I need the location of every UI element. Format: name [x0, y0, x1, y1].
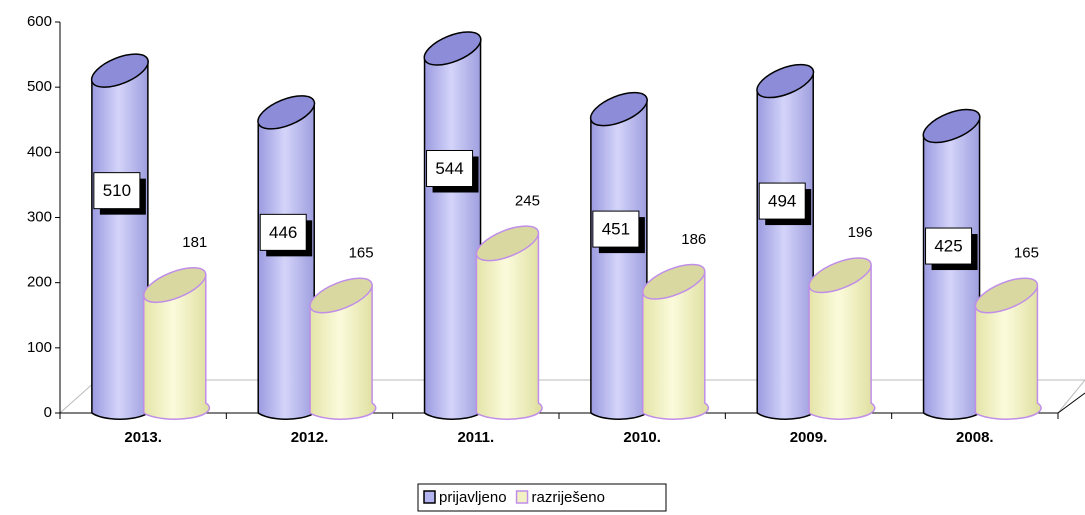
- bar-body: [808, 265, 876, 420]
- bar-top: [642, 263, 706, 300]
- bar: [756, 63, 818, 420]
- x-tick-label: 2009.: [790, 429, 828, 446]
- label-box: [758, 182, 806, 220]
- bar-top: [922, 108, 981, 144]
- y-tick-label: 300: [27, 208, 52, 225]
- bar: [808, 257, 876, 420]
- bar: [475, 225, 543, 420]
- y-tick-label: 500: [27, 78, 52, 95]
- bar-top: [143, 267, 207, 304]
- data-label: 446: [269, 223, 297, 242]
- bar-body: [423, 38, 485, 420]
- bar: [309, 277, 377, 420]
- data-label: 425: [934, 237, 962, 256]
- bar-body: [756, 71, 818, 420]
- data-label: 245: [515, 192, 540, 209]
- bar-body: [257, 102, 319, 420]
- bar-top: [423, 31, 482, 66]
- bar-top: [974, 277, 1039, 314]
- bar-top: [90, 53, 149, 88]
- data-label: 196: [848, 224, 873, 241]
- bar-top: [808, 257, 872, 294]
- x-tick-label: 2013.: [124, 429, 162, 446]
- data-label: 510: [103, 181, 131, 200]
- bar-body: [475, 233, 543, 420]
- floor-edge: [1057, 392, 1085, 414]
- label-box: [592, 210, 640, 248]
- bar-top: [756, 63, 815, 99]
- bar: [974, 277, 1042, 420]
- y-tick-label: 600: [27, 13, 52, 30]
- bar-body: [309, 285, 377, 420]
- data-label: 186: [681, 231, 706, 248]
- bar-top: [257, 95, 316, 130]
- label-box: [93, 172, 141, 210]
- data-label: 544: [435, 159, 463, 178]
- bar-body: [590, 99, 651, 420]
- label-box: [925, 227, 973, 265]
- y-tick-label: 200: [27, 274, 52, 291]
- bar-top: [589, 91, 648, 127]
- bar-body: [91, 60, 152, 420]
- data-label: 165: [1014, 244, 1039, 261]
- legend-label: prijavljeno: [439, 489, 507, 506]
- legend-swatch: [515, 490, 529, 504]
- bar-body: [143, 275, 211, 420]
- data-label: 181: [182, 234, 207, 251]
- bar: [143, 267, 211, 420]
- bar-body: [974, 285, 1042, 420]
- y-tick-label: 0: [44, 404, 52, 421]
- bar: [90, 53, 152, 420]
- label-box: [426, 149, 474, 187]
- x-tick-label: 2010.: [623, 429, 661, 446]
- x-tick-label: 2011.: [457, 429, 494, 446]
- x-tick-label: 2008.: [956, 429, 994, 446]
- legend-label: razriješeno: [532, 489, 605, 506]
- bar-top: [309, 277, 373, 314]
- legend-swatch: [423, 490, 436, 504]
- y-tick-label: 100: [27, 339, 52, 356]
- data-label: 165: [349, 244, 374, 261]
- bar-top: [475, 225, 540, 262]
- bar: [642, 263, 710, 420]
- bar-body: [642, 271, 710, 420]
- data-label: 451: [602, 220, 630, 239]
- data-label: 494: [768, 192, 796, 211]
- label-box: [259, 213, 307, 251]
- x-tick-label: 2012.: [291, 429, 329, 446]
- bar: [423, 31, 485, 420]
- legend-box: [417, 483, 667, 512]
- y-tick-label: 400: [27, 143, 52, 160]
